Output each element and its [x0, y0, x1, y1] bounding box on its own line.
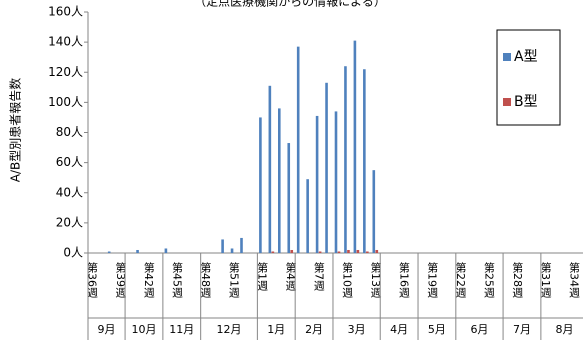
- y-tick-label: 160人: [48, 5, 83, 19]
- y-tick-label: 20人: [56, 215, 83, 229]
- bar: [325, 82, 328, 253]
- bar: [287, 143, 291, 253]
- bar: [353, 40, 357, 254]
- x-tick-label: 第7週: [312, 261, 325, 291]
- month-label: 8月: [556, 323, 574, 336]
- bar: [375, 249, 379, 253]
- y-tick-label: 0人: [63, 246, 83, 260]
- bar: [372, 170, 376, 253]
- bar: [315, 115, 319, 254]
- legend-swatch: [503, 53, 511, 61]
- bar: [344, 66, 347, 253]
- x-tick-label: 第28週: [511, 261, 524, 298]
- x-tick-label: 第48週: [199, 261, 212, 298]
- bar: [306, 179, 309, 253]
- month-label: 2月: [305, 323, 323, 336]
- bar: [259, 117, 262, 253]
- y-tick-label: 40人: [56, 185, 83, 199]
- x-tick-label: 第31週: [539, 261, 552, 298]
- month-label: 7月: [513, 323, 531, 336]
- x-tick-label: 第19週: [426, 261, 439, 298]
- bar: [290, 249, 294, 253]
- y-tick-label: 100人: [48, 95, 83, 109]
- legend-label: A型: [514, 49, 538, 65]
- month-label: 6月: [470, 323, 488, 336]
- month-label: 5月: [428, 323, 446, 336]
- x-tick-label: 第45週: [171, 261, 184, 298]
- legend-label: B型: [514, 94, 538, 110]
- x-tick-label: 第10週: [341, 261, 354, 298]
- y-tick-label: 60人: [56, 155, 83, 169]
- legend-box: [496, 29, 561, 126]
- bar: [221, 239, 224, 253]
- bar: [366, 251, 369, 253]
- bar: [278, 108, 281, 254]
- bar: [268, 85, 272, 254]
- legend-swatch: [503, 98, 511, 106]
- chart-subtitle: （定点医療機関からの情報による）: [194, 0, 386, 9]
- bar: [164, 248, 168, 253]
- y-tick-label: 120人: [48, 65, 83, 79]
- y-axis-label: A/B型別患者報告数: [8, 78, 23, 183]
- bar: [334, 111, 338, 253]
- x-tick-label: 第16週: [397, 261, 410, 298]
- month-label: 9月: [98, 323, 116, 336]
- bar: [356, 249, 360, 253]
- month-label: 4月: [390, 323, 408, 336]
- bar: [347, 249, 350, 253]
- bar: [240, 237, 243, 253]
- x-tick-label: 第1週: [256, 261, 269, 291]
- month-label: 10月: [131, 323, 156, 336]
- y-tick-label: 80人: [56, 125, 83, 139]
- x-tick-label: 第36週: [86, 261, 99, 298]
- x-tick-label: 第51週: [227, 261, 240, 298]
- y-tick-label: 140人: [48, 35, 83, 49]
- month-label: 11月: [169, 323, 194, 336]
- month-label: 3月: [348, 323, 366, 336]
- x-tick-label: 第4週: [284, 261, 297, 291]
- x-tick-label: 第13週: [369, 261, 382, 298]
- bar: [136, 249, 139, 253]
- x-tick-label: 第34週: [567, 261, 580, 298]
- bar: [271, 251, 275, 253]
- month-label: 1月: [267, 323, 285, 336]
- x-tick-label: 第25週: [482, 261, 495, 298]
- x-tick-label: 第22週: [454, 261, 467, 298]
- bar: [230, 248, 234, 253]
- bar: [107, 251, 111, 253]
- bar: [296, 46, 300, 253]
- bar: [337, 251, 341, 253]
- bar: [363, 69, 366, 253]
- bar: [318, 251, 322, 253]
- month-label: 12月: [217, 323, 242, 336]
- x-tick-label: 第42週: [142, 261, 155, 298]
- x-tick-label: 第39週: [114, 261, 127, 298]
